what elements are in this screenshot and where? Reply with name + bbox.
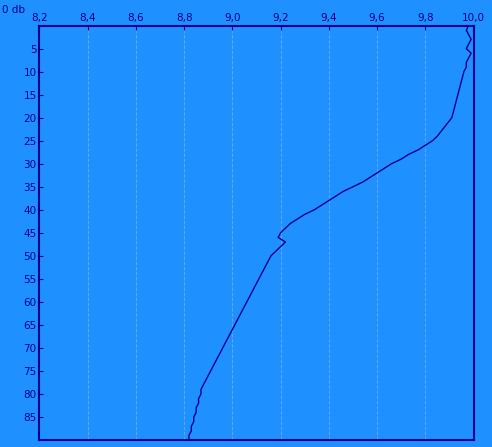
Text: 0 db: 0 db (2, 5, 26, 15)
